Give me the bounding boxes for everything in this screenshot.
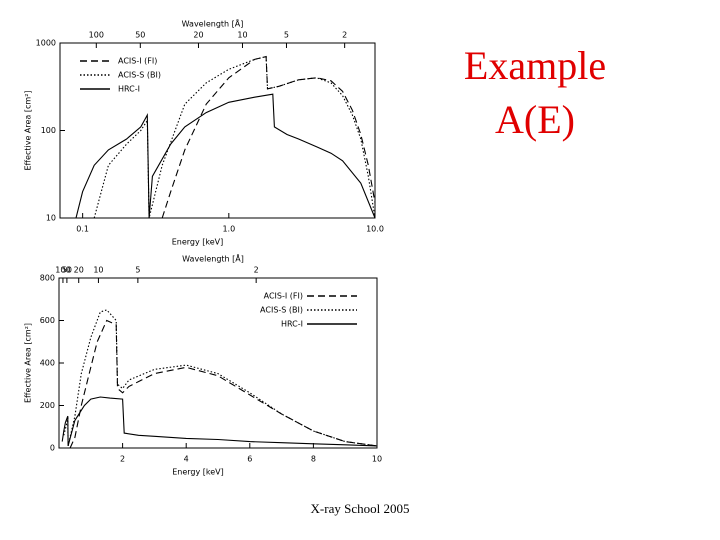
series-line: [161, 55, 376, 219]
x-tick-label: 8: [311, 455, 316, 464]
x-tick-label: 10.0: [366, 225, 384, 234]
legend-label: HRC-I: [118, 85, 140, 94]
plot-frame: [58, 277, 378, 449]
x2-tick-label: 2: [342, 31, 347, 40]
y-tick-label: 1000: [36, 39, 56, 48]
x2-tick-label: 100: [55, 266, 70, 275]
x2-tick-label: 10: [237, 31, 247, 40]
legend-label: ACIS-I (FI): [118, 57, 157, 66]
x-tick-label: 4: [184, 455, 189, 464]
x2-tick-label: 20: [74, 266, 84, 275]
x-tick-label: 1.0: [222, 225, 235, 234]
series-line: [61, 396, 378, 447]
x2-tick-label: 50: [62, 266, 72, 275]
x2-tick-label: 10: [93, 266, 103, 275]
y-axis-label: Effective Area [cm²]: [24, 90, 33, 170]
x-axis-label: Energy [keV]: [172, 238, 224, 247]
x2-tick-label: 20: [193, 31, 203, 40]
x2-tick-label: 50: [135, 31, 145, 40]
series-line: [63, 309, 378, 447]
y-tick-label: 200: [40, 401, 55, 410]
y-tick-label: 600: [40, 316, 55, 325]
x-axis-label: Energy [keV]: [172, 468, 224, 477]
x-tick-label: 2: [120, 455, 125, 464]
x2-tick-label: 5: [284, 31, 289, 40]
y-tick-label: 800: [40, 274, 55, 283]
slide-title: A(E): [495, 97, 575, 142]
x2-axis-label: Wavelength [Å]: [182, 253, 244, 264]
x2-tick-label: 100: [89, 31, 104, 40]
x2-tick-label: 5: [135, 266, 140, 275]
y-axis-label: Effective Area [cm²]: [24, 323, 33, 403]
legend-label: ACIS-I (FI): [264, 292, 303, 301]
y-tick-label: 10: [46, 214, 56, 223]
series-line: [93, 55, 376, 219]
x-tick-label: 0.1: [76, 225, 89, 234]
plot-frame: [59, 42, 376, 219]
x2-axis-label: Wavelength [Å]: [182, 18, 244, 29]
footer: X-ray School 2005: [311, 501, 410, 516]
legend-label: HRC-I: [281, 320, 303, 329]
y-tick-label: 400: [40, 359, 55, 368]
slide-title: Example: [464, 43, 606, 88]
legend-label: ACIS-S (BI): [118, 71, 161, 80]
x2-tick-label: 2: [254, 266, 259, 275]
y-tick-label: 0: [50, 444, 55, 453]
y-tick-label: 100: [41, 126, 56, 135]
x-tick-label: 10: [372, 455, 382, 464]
series-line: [75, 93, 376, 219]
x-tick-label: 6: [247, 455, 252, 464]
legend-label: ACIS-S (BI): [260, 306, 303, 315]
